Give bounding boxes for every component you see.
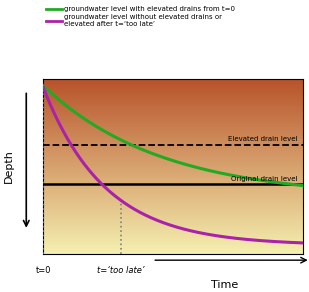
Text: t=‘too late’: t=‘too late’ [97,266,145,275]
Text: Elevated drain level: Elevated drain level [228,136,298,142]
Text: Time: Time [211,280,239,290]
Text: Original drain level: Original drain level [231,176,298,182]
Text: t=0: t=0 [36,266,51,275]
Text: Depth: Depth [4,150,14,183]
Legend: groundwater level with elevated drains from t=0, groundwater level without eleva: groundwater level with elevated drains f… [44,4,238,30]
